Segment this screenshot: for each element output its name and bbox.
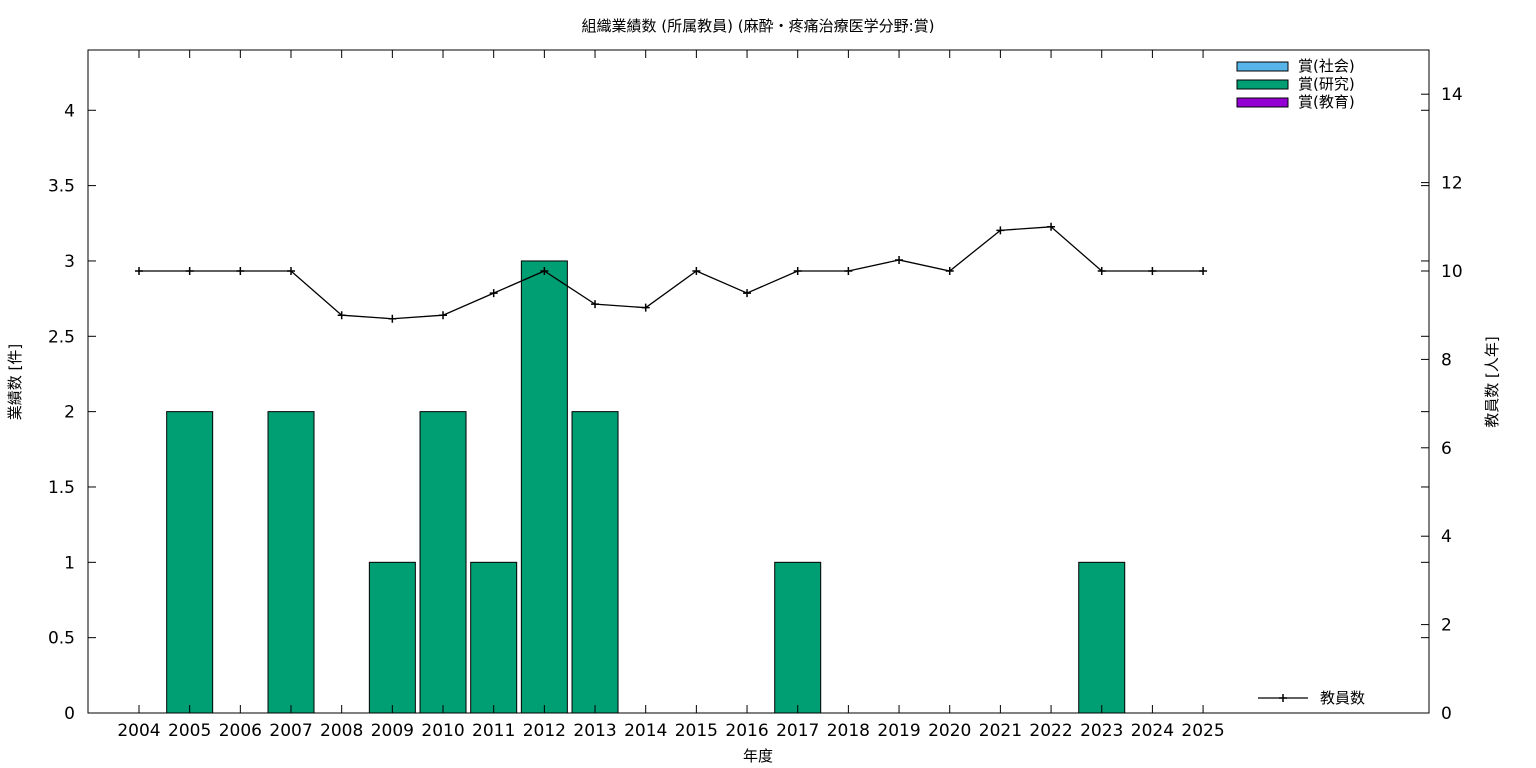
staff-line: [139, 226, 1204, 320]
y-tick-label: 1.5: [48, 478, 75, 498]
y-tick-label: 2: [64, 403, 75, 423]
y2-tick-label: 2: [1441, 616, 1452, 636]
y-tick-label: 2.5: [48, 327, 75, 347]
staff-point-2009: [388, 314, 397, 323]
staff-point-2018: [844, 267, 853, 275]
y-axis-label: 業績数 [件]: [6, 344, 24, 420]
y-tick-label: 0.5: [48, 629, 75, 649]
staff-point-2008: [337, 311, 346, 320]
legend-line-label: 教員数: [1320, 689, 1365, 707]
bar-1-2013: [571, 411, 619, 714]
x-tick-label: 2018: [827, 721, 870, 741]
legend-swatch-2: [1236, 97, 1289, 108]
plot-area-frame: [87, 49, 1430, 714]
y2-tick-label: 4: [1441, 527, 1452, 547]
y-tick-label: 4: [64, 101, 75, 121]
y-tick-label: 3.5: [48, 177, 75, 197]
staff-point-2017: [793, 267, 802, 275]
staff-point-2024: [1148, 267, 1157, 275]
bar-1-2005: [166, 411, 214, 714]
staff-point-2013: [591, 300, 600, 309]
x-tick-label: 2017: [776, 721, 819, 741]
y-tick-label: 1: [64, 553, 75, 573]
bar-1-2010: [419, 411, 467, 714]
x-tick-label: 2022: [1029, 721, 1072, 741]
x-tick-label: 2021: [979, 721, 1022, 741]
x-tick-label: 2012: [523, 721, 566, 741]
x-tick-label: 2010: [421, 721, 464, 741]
x-tick-label: 2020: [928, 721, 971, 741]
y2-tick-label: 12: [1441, 174, 1463, 194]
y2-tick-label: 0: [1441, 704, 1452, 724]
x-tick-label: 2016: [725, 721, 768, 741]
bar-1-2023: [1078, 561, 1126, 714]
staff-point-2006: [236, 267, 245, 275]
y2-tick-label: 8: [1441, 350, 1452, 370]
x-tick-label: 2009: [371, 721, 414, 741]
staff-point-2023: [1097, 267, 1106, 275]
staff-point-2012: [540, 267, 549, 275]
x-tick-label: 2025: [1181, 721, 1224, 741]
staff-point-2005: [185, 267, 194, 275]
x-tick-label: 2007: [269, 721, 312, 741]
legend-label-1: 賞(研究): [1298, 75, 1355, 93]
staff-point-2014: [641, 303, 650, 312]
bar-1-2009: [368, 561, 416, 714]
legend-swatch-0: [1236, 61, 1289, 72]
x-tick-label: 2011: [472, 721, 515, 741]
x-tick-label: 2023: [1080, 721, 1123, 741]
staff-point-2019: [895, 255, 904, 264]
staff-point-2020: [945, 267, 954, 275]
x-tick-label: 2005: [168, 721, 211, 741]
y-tick-label: 3: [64, 252, 75, 272]
y2-axis-label: 教員数 [人年]: [1483, 336, 1501, 427]
bar-1-2007: [267, 411, 315, 714]
x-axis-label: 年度: [743, 747, 773, 765]
staff-point-2021: [996, 226, 1005, 235]
legend-label-0: 賞(社会): [1298, 57, 1355, 75]
x-tick-label: 2014: [624, 721, 667, 741]
x-tick-label: 2008: [320, 721, 363, 741]
y2-tick-label: 10: [1441, 262, 1463, 282]
bar-1-2012: [520, 260, 568, 714]
bar-1-2017: [774, 561, 822, 714]
x-tick-label: 2019: [877, 721, 920, 741]
staff-point-2025: [1199, 267, 1208, 275]
bar-1-2011: [470, 561, 518, 714]
legend-line-marker: [1279, 694, 1287, 702]
y2-tick-label: 6: [1441, 439, 1452, 459]
y-tick-label: 0: [64, 704, 75, 724]
staff-point-2022: [1047, 222, 1056, 231]
staff-point-2016: [743, 289, 752, 298]
staff-point-2011: [489, 289, 498, 298]
legend-label-2: 賞(教育): [1298, 93, 1355, 111]
x-tick-label: 2006: [219, 721, 262, 741]
staff-point-2007: [287, 267, 296, 275]
staff-point-2015: [692, 267, 701, 275]
x-tick-label: 2013: [573, 721, 616, 741]
legend-swatch-1: [1236, 79, 1289, 90]
y2-tick-label: 14: [1441, 85, 1463, 105]
x-tick-label: 2015: [675, 721, 718, 741]
chart-title: 組織業績数 (所属教員) (麻酔・疼痛治療医学分野:賞): [581, 17, 934, 35]
x-tick-label: 2004: [117, 721, 160, 741]
staff-point-2004: [135, 267, 143, 275]
staff-point-2010: [439, 311, 448, 320]
x-tick-label: 2024: [1131, 721, 1174, 741]
